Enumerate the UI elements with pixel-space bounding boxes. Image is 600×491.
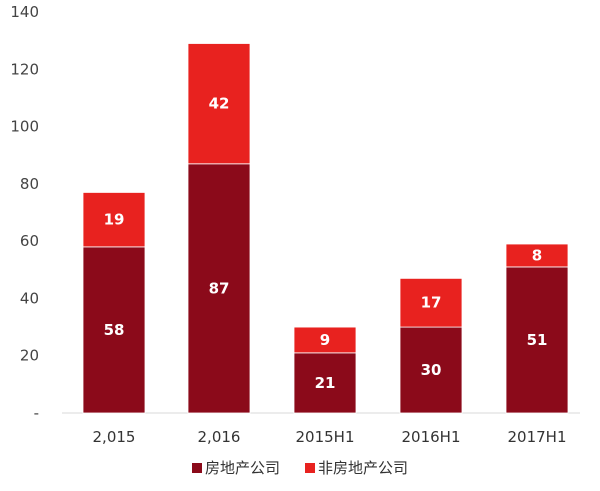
y-tick-label: - (34, 404, 39, 422)
y-tick-label: 60 (20, 232, 39, 250)
data-label: 87 (209, 279, 230, 297)
x-category-label: 2017H1 (508, 428, 567, 446)
bar-segment (82, 246, 146, 414)
data-labels-layer: 58 19 87 42 21 9 30 17 51 8 (104, 95, 548, 392)
data-label: 19 (104, 211, 125, 229)
legend-label: 非房地产公司 (318, 459, 408, 477)
data-label: 21 (315, 374, 336, 392)
x-category-label: 2,016 (198, 428, 241, 446)
legend-label: 房地产公司 (205, 459, 280, 477)
bars-layer (82, 43, 569, 414)
legend-swatch (192, 463, 202, 473)
legend-swatch (305, 463, 315, 473)
bar-segment (187, 43, 251, 165)
y-tick-label: 100 (10, 118, 39, 136)
x-category-label: 2015H1 (296, 428, 355, 446)
data-label: 8 (532, 246, 542, 264)
y-tick-label: 40 (20, 289, 39, 307)
y-tick-label: 120 (10, 60, 39, 78)
data-label: 42 (209, 95, 230, 113)
y-tick-label: 80 (20, 175, 39, 193)
bar-segment (399, 326, 463, 414)
bar-segment (505, 266, 569, 414)
data-label: 51 (527, 331, 548, 349)
data-label: 9 (320, 331, 330, 349)
x-category-label: 2016H1 (402, 428, 461, 446)
bar-segment (293, 352, 357, 414)
bar-segment (293, 326, 357, 354)
data-label: 58 (104, 321, 125, 339)
bar-segment (187, 163, 251, 414)
bar-segment (505, 243, 569, 268)
bar-segment (82, 192, 146, 248)
x-category-label: 2,015 (93, 428, 136, 446)
data-label: 30 (421, 361, 442, 379)
axis-layer: - 20 40 60 80 100 120 140 2,015 2,016 2015H1 2016H1… (10, 3, 580, 446)
legend: 房地产公司 非房地产公司 (192, 459, 408, 477)
data-label: 17 (421, 294, 442, 312)
y-tick-label: 140 (10, 3, 39, 21)
y-tick-label: 20 (20, 347, 39, 365)
bar-segment (399, 277, 463, 328)
